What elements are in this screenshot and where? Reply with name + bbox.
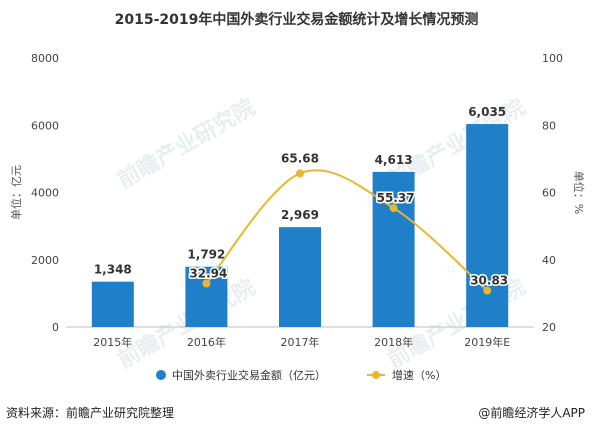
legend-bar-marker <box>156 370 166 380</box>
x-tick-label: 2018年 <box>374 335 413 349</box>
y-tick-label: 4000 <box>31 187 59 200</box>
x-tick-label: 2019年E <box>464 335 510 349</box>
bar-value-label: 2,969 <box>281 208 319 222</box>
line-value-label: 55.37 <box>377 191 415 205</box>
legend: 中国外卖行业交易金额（亿元） 增速（%） <box>156 368 446 382</box>
y-tick-label: 0 <box>52 321 59 334</box>
axes-layer: 0 2000 4000 6000 8000 20 40 60 80 100 2015年 2016年 20… <box>9 52 586 349</box>
bar <box>185 266 228 327</box>
y-tick-label: 8000 <box>31 52 59 65</box>
footer-source: 资料来源：前瞻产业研究院整理 <box>6 406 175 420</box>
x-tick-label: 2016年 <box>187 335 226 349</box>
y2-tick-label: 60 <box>542 187 556 200</box>
bar-value-label: 1,792 <box>187 248 225 262</box>
y2-tick-label: 100 <box>542 52 563 65</box>
y2-tick-label: 20 <box>542 321 556 334</box>
bars-layer: 1,348 1,792 2,969 4,613 6,035 <box>91 105 509 328</box>
line-point <box>296 169 304 178</box>
y2-axis-label: 单位：% <box>572 171 586 214</box>
x-tick-label: 2017年 <box>281 335 320 349</box>
y2-tick-label: 40 <box>542 254 556 267</box>
bar <box>279 227 321 327</box>
chart-title: 2015-2019年中国外卖行业交易金额统计及增长情况预测 <box>114 12 479 28</box>
line-point <box>202 279 211 288</box>
footer-brand: @前瞻经济学人APP <box>478 406 585 420</box>
growth-line <box>205 169 488 292</box>
y-tick-label: 6000 <box>31 119 59 132</box>
line-value-label: 30.83 <box>470 274 508 288</box>
line-value-label: 65.68 <box>281 151 319 165</box>
y2-tick-label: 80 <box>542 119 556 132</box>
line-point <box>483 286 492 295</box>
bar-value-label: 4,613 <box>375 153 413 167</box>
y-axis-label: 单位：亿元 <box>9 165 23 220</box>
line-point <box>389 204 398 213</box>
line-value-label: 32.94 <box>189 266 227 280</box>
legend-line-dot <box>372 371 380 379</box>
bar <box>91 281 134 327</box>
x-tick-label: 2015年 <box>93 335 132 349</box>
y-tick-label: 2000 <box>31 254 59 267</box>
line-layer: 32.94 65.68 55.37 30.83 <box>188 150 510 295</box>
legend-bar-label: 中国外卖行业交易金额（亿元） <box>172 368 326 382</box>
bar <box>466 124 509 328</box>
bar-value-label: 6,035 <box>468 105 506 119</box>
legend-line-label: 增速（%） <box>392 368 446 382</box>
watermark-text: 前瞻产业研究院 <box>113 94 259 194</box>
bar-value-label: 1,348 <box>94 263 132 277</box>
